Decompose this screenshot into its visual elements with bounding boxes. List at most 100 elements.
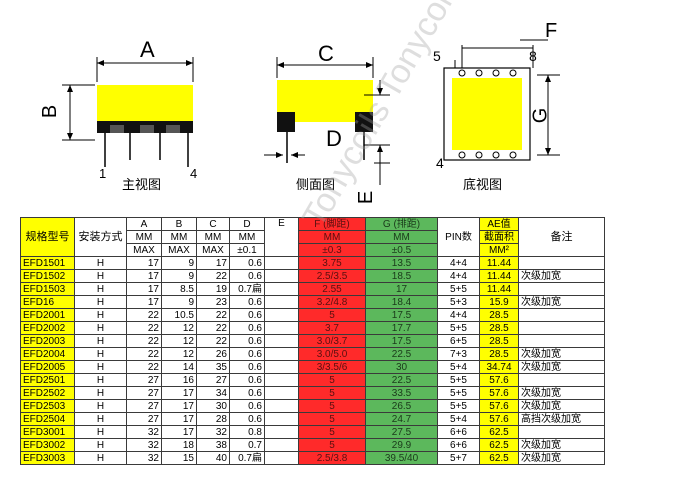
cell-ae: 34.74	[479, 360, 519, 374]
cell-pin: 6+6	[437, 425, 480, 439]
cell-d: 0.6	[229, 360, 265, 374]
cell-f: 3.0/3.7	[298, 334, 366, 348]
drawings-svg	[62, 39, 560, 185]
cell-c: 35	[196, 360, 230, 374]
cell-g: 17.5	[365, 334, 438, 348]
cell-f: 3.75	[298, 256, 366, 270]
cell-ae: 57.6	[479, 412, 519, 426]
cell-pin: 5+5	[437, 386, 480, 400]
unit-d: MM	[229, 230, 265, 244]
technical-drawings: A B 1 4 主视图 C D E 侧面图 F 5 8 G 4 底视图	[0, 0, 678, 210]
table-row: EFD2001 H 22 10.5 22 0.6 5 17.5 4+4 28.5	[20, 308, 605, 322]
cell-g: 22.5	[365, 373, 438, 387]
cell-b: 17	[161, 412, 197, 426]
front-view	[62, 57, 194, 167]
unit-c: MM	[196, 230, 230, 244]
table-row: EFD2003 H 22 12 22 0.6 3.0/3.7 17.5 6+5 28.5	[20, 334, 605, 348]
cell-ae: 62.5	[479, 438, 519, 452]
cell-a: 32	[126, 425, 162, 439]
cell-pin: 5+3	[437, 295, 480, 309]
cell-a: 27	[126, 373, 162, 387]
cell-d: 0.6	[229, 308, 265, 322]
cell-d: 0.7扁	[229, 451, 265, 465]
cell-e	[264, 386, 299, 400]
bottom-view-caption: 底视图	[463, 178, 503, 193]
cell-a: 22	[126, 308, 162, 322]
cell-g: 33.5	[365, 386, 438, 400]
cell-model: EFD1503	[20, 282, 75, 296]
table-row: EFD2501 H 27 16 27 0.6 5 22.5 5+5 57.6	[20, 373, 605, 387]
cell-a: 27	[126, 412, 162, 426]
cell-model: EFD1501	[20, 256, 75, 270]
cell-ae: 28.5	[479, 334, 519, 348]
cell-ae: 28.5	[479, 347, 519, 361]
cell-notes	[518, 425, 605, 439]
cell-b: 17	[161, 386, 197, 400]
cell-d: 0.6	[229, 399, 265, 413]
table-row: EFD2004 H 22 12 26 0.6 3.0/5.0 22.5 7+3 28.5 次级加宽	[20, 347, 605, 361]
cell-c: 17	[196, 256, 230, 270]
cell-notes: 高挡次级加宽	[518, 412, 605, 426]
unit-a: MM	[126, 230, 162, 244]
cell-e	[264, 256, 299, 270]
cell-model: EFD2503	[20, 399, 75, 413]
unit-ae: 截面积	[479, 230, 519, 244]
cell-g: 27.5	[365, 425, 438, 439]
table-row: EFD3001 H 32 17 32 0.8 5 27.5 6+6 62.5	[20, 425, 605, 439]
cell-notes	[518, 308, 605, 322]
cell-e	[264, 399, 299, 413]
cell-mount: H	[74, 399, 127, 413]
bottom-core	[452, 78, 522, 150]
cell-pin: 4+4	[437, 256, 480, 270]
cell-mount: H	[74, 295, 127, 309]
cell-b: 10.5	[161, 308, 197, 322]
pin-8-label: 8	[529, 48, 537, 64]
cell-b: 18	[161, 438, 197, 452]
cell-f: 2.5/3.8	[298, 451, 366, 465]
cell-model: EFD2001	[20, 308, 75, 322]
cell-e	[264, 438, 299, 452]
cell-mount: H	[74, 425, 127, 439]
col-header-pin: PIN数	[437, 217, 480, 257]
cell-notes	[518, 334, 605, 348]
cell-d: 0.6	[229, 256, 265, 270]
pin-1-label: 1	[99, 166, 107, 181]
cell-a: 22	[126, 334, 162, 348]
cell-ae: 62.5	[479, 425, 519, 439]
cell-notes	[518, 373, 605, 387]
cell-e	[264, 347, 299, 361]
cell-pin: 5+7	[437, 451, 480, 465]
cell-f: 3/3.5/6	[298, 360, 366, 374]
cell-d: 0.6	[229, 347, 265, 361]
cell-c: 30	[196, 399, 230, 413]
cell-b: 17	[161, 399, 197, 413]
cell-g: 29.9	[365, 438, 438, 452]
pin-4-bottom-label: 4	[436, 155, 444, 171]
unit-b: MM	[161, 230, 197, 244]
tol-b: MAX	[161, 243, 197, 257]
cell-notes	[518, 282, 605, 296]
col-header-c: C	[196, 217, 230, 231]
cell-d: 0.7扁	[229, 282, 265, 296]
cell-f: 5	[298, 399, 366, 413]
cell-e	[264, 269, 299, 283]
cell-b: 16	[161, 373, 197, 387]
cell-g: 22.5	[365, 347, 438, 361]
cell-ae: 57.6	[479, 373, 519, 387]
cell-mount: H	[74, 269, 127, 283]
cell-ae: 11.44	[479, 256, 519, 270]
col-header-f: F (脚距)	[298, 217, 366, 231]
tol-ae: MM²	[479, 243, 519, 257]
cell-model: EFD1502	[20, 269, 75, 283]
cell-d: 0.6	[229, 373, 265, 387]
front-core	[97, 85, 193, 122]
tol-f: ±0.3	[298, 243, 366, 257]
cell-g: 30	[365, 360, 438, 374]
cell-a: 32	[126, 451, 162, 465]
cell-model: EFD2502	[20, 386, 75, 400]
cell-g: 26.5	[365, 399, 438, 413]
cell-pin: 4+4	[437, 308, 480, 322]
col-header-b: B	[161, 217, 197, 231]
table-row: EFD2503 H 27 17 30 0.6 5 26.5 5+5 57.6 次级加宽	[20, 399, 605, 413]
cell-notes: 次级加宽	[518, 399, 605, 413]
